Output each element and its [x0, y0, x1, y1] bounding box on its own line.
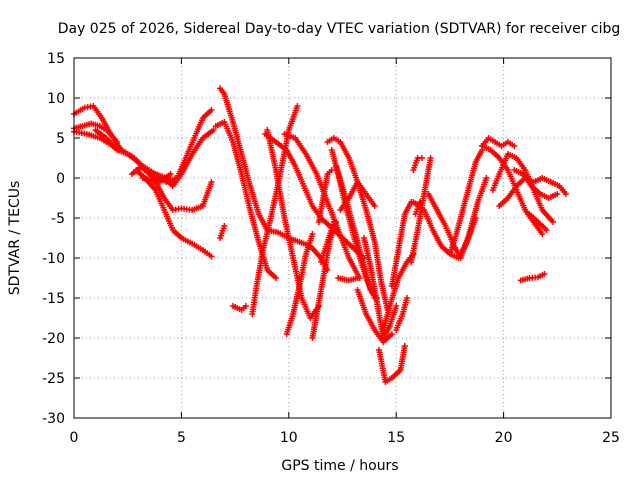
- y-tick-label: 15: [47, 51, 65, 67]
- data-point: [167, 171, 174, 177]
- series-arc-20: [281, 131, 363, 281]
- series-arc-13: [229, 303, 249, 313]
- data-point: [309, 231, 316, 237]
- data-point: [294, 103, 301, 109]
- data-point: [511, 143, 518, 149]
- series-arc-16: [283, 231, 316, 337]
- series-arc-31: [393, 295, 410, 333]
- data-point: [242, 303, 249, 309]
- data-point: [210, 127, 217, 133]
- grid-lines: [74, 58, 611, 418]
- series-arc-02: [71, 120, 120, 145]
- data-point: [371, 203, 378, 209]
- series-arc-43: [496, 175, 569, 209]
- y-tick-label: -5: [51, 211, 65, 227]
- y-tick-label: -30: [42, 411, 65, 427]
- series-arc-46: [517, 271, 548, 284]
- data-point: [562, 191, 569, 197]
- series-arc-12: [212, 119, 279, 281]
- series-arc-15: [264, 127, 322, 321]
- x-tick-label: 25: [602, 430, 620, 446]
- series-arc-44: [511, 167, 561, 201]
- data-point: [541, 271, 548, 277]
- series-line: [215, 120, 277, 279]
- series-arc-38: [425, 175, 490, 261]
- series-arc-39: [446, 147, 486, 257]
- data-point: [401, 343, 408, 349]
- y-tick-label: -15: [42, 291, 65, 307]
- y-tick-label: 10: [47, 91, 65, 107]
- data-point: [554, 191, 561, 197]
- data-point: [328, 167, 335, 173]
- data-point: [483, 175, 490, 181]
- data-point: [418, 155, 425, 161]
- series-arc-32: [397, 343, 408, 373]
- data-point: [550, 219, 557, 225]
- series-arc-25: [333, 163, 380, 301]
- chart-title: Day 025 of 2026, Sidereal Day-to-day VTE…: [58, 21, 621, 37]
- x-tick-label: 10: [280, 430, 298, 446]
- data-point: [208, 253, 215, 260]
- series-arc-17: [309, 219, 340, 341]
- data-point: [388, 331, 395, 337]
- series-arc-29: [376, 347, 404, 385]
- x-tick-label: 15: [387, 430, 405, 446]
- series-arc-26: [337, 179, 378, 213]
- series-arc-36: [410, 155, 425, 173]
- x-tick-label: 20: [495, 430, 513, 446]
- series-arc-45: [526, 211, 550, 233]
- series-arc-08: [139, 175, 215, 213]
- data-point: [354, 275, 361, 281]
- series-arc-40: [479, 135, 518, 149]
- series-arc-07: [152, 107, 215, 185]
- data-point: [221, 223, 228, 229]
- series-arc-34: [408, 155, 434, 265]
- series-arc-42: [489, 151, 557, 225]
- y-tick-label: -20: [42, 331, 65, 347]
- series-arc-11: [217, 85, 331, 273]
- data-point: [208, 107, 215, 113]
- x-tick-label: 5: [177, 430, 186, 446]
- y-tick-label: -25: [42, 371, 65, 387]
- axis-ticks: 0 5 10 15 20 25 -30 -25 -20 -15 -10 -5 0 5 10 15: [42, 51, 620, 446]
- data-point: [272, 275, 279, 281]
- data-point: [539, 231, 546, 237]
- y-axis-label: SDTVAR / TECUs: [7, 181, 23, 296]
- y-tick-label: 5: [56, 131, 65, 147]
- x-axis-label: GPS time / hours: [281, 458, 398, 474]
- series-arc-28: [360, 235, 400, 341]
- data-point: [393, 303, 400, 309]
- y-tick-label: 0: [56, 171, 65, 187]
- series-arc-22: [335, 275, 361, 284]
- data-point: [403, 295, 410, 301]
- y-tick-label: -10: [42, 251, 65, 267]
- data-point: [427, 155, 434, 161]
- series-arc-09: [133, 167, 215, 260]
- data-point: [543, 227, 550, 233]
- series-arc-21: [262, 131, 367, 261]
- data-series: [71, 85, 569, 385]
- series-arc-10: [217, 223, 228, 241]
- data-point: [208, 179, 215, 185]
- plot-frame: [73, 57, 612, 419]
- x-tick-label: 0: [70, 430, 79, 446]
- data-point: [113, 139, 120, 145]
- series-arc-33: [388, 199, 415, 289]
